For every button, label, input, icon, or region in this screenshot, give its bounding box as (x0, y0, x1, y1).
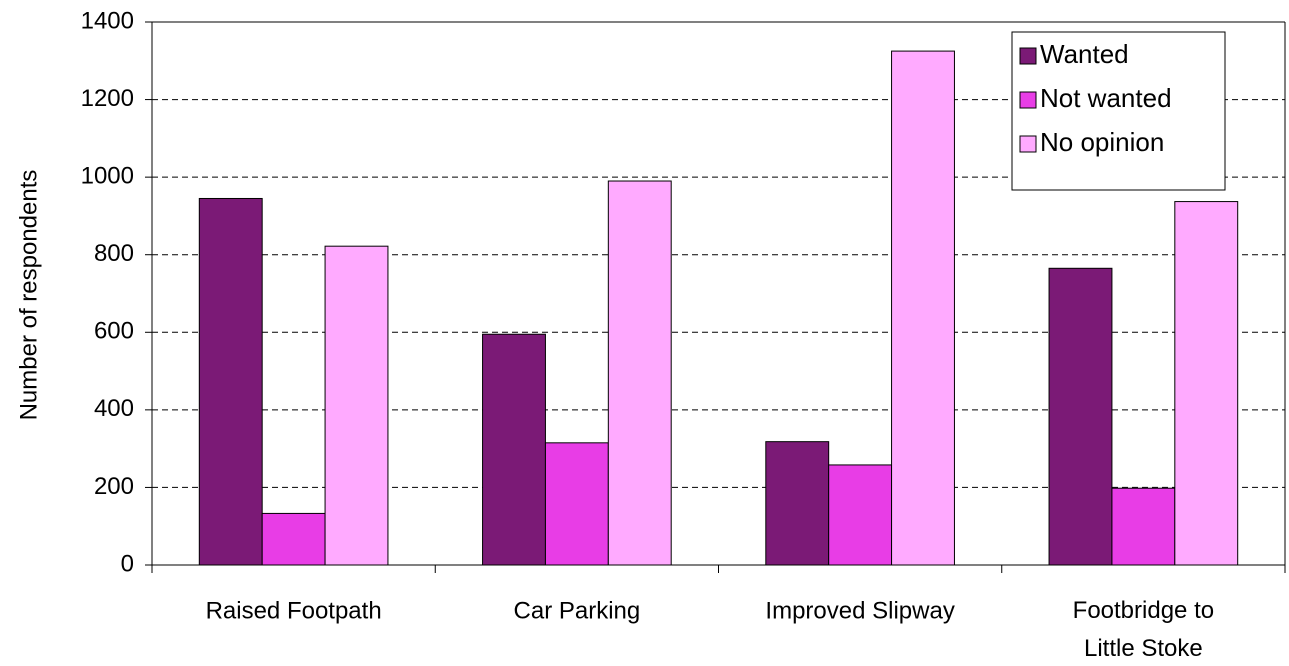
legend-swatch (1019, 135, 1037, 153)
y-tick-label: 800 (94, 240, 134, 267)
y-axis-label: Number of respondents (15, 170, 42, 421)
legend-swatch (1019, 91, 1037, 109)
bar (765, 441, 830, 566)
bar (1111, 487, 1176, 566)
y-tick-label: 1400 (81, 7, 134, 34)
legend-box (1011, 31, 1226, 191)
legend-swatch (1019, 47, 1037, 65)
bar (544, 442, 609, 566)
y-tick-label: 1200 (81, 85, 134, 112)
legend-label: Not wanted (1040, 83, 1172, 113)
legend-label: No opinion (1040, 127, 1164, 157)
y-tick-label: 1000 (81, 162, 134, 189)
bar (482, 333, 546, 566)
bar (891, 50, 955, 566)
bar (324, 245, 389, 566)
x-tick-label: Improved Slipway (765, 597, 954, 624)
y-tick-label: 0 (121, 550, 134, 577)
y-tick-label: 600 (94, 318, 134, 345)
bar (828, 464, 893, 566)
bar (261, 512, 326, 566)
y-tick-label: 200 (94, 473, 134, 500)
x-tick-label: Raised Footpath (206, 597, 382, 624)
x-tick-label: Car Parking (514, 597, 641, 624)
y-tick-label: 400 (94, 395, 134, 422)
bar (198, 197, 263, 566)
bar (1174, 201, 1239, 566)
legend-label: Wanted (1040, 39, 1129, 69)
bar (1048, 267, 1113, 566)
x-tick-label: Footbridge to Little Stoke (1073, 597, 1214, 662)
bar (607, 180, 672, 566)
